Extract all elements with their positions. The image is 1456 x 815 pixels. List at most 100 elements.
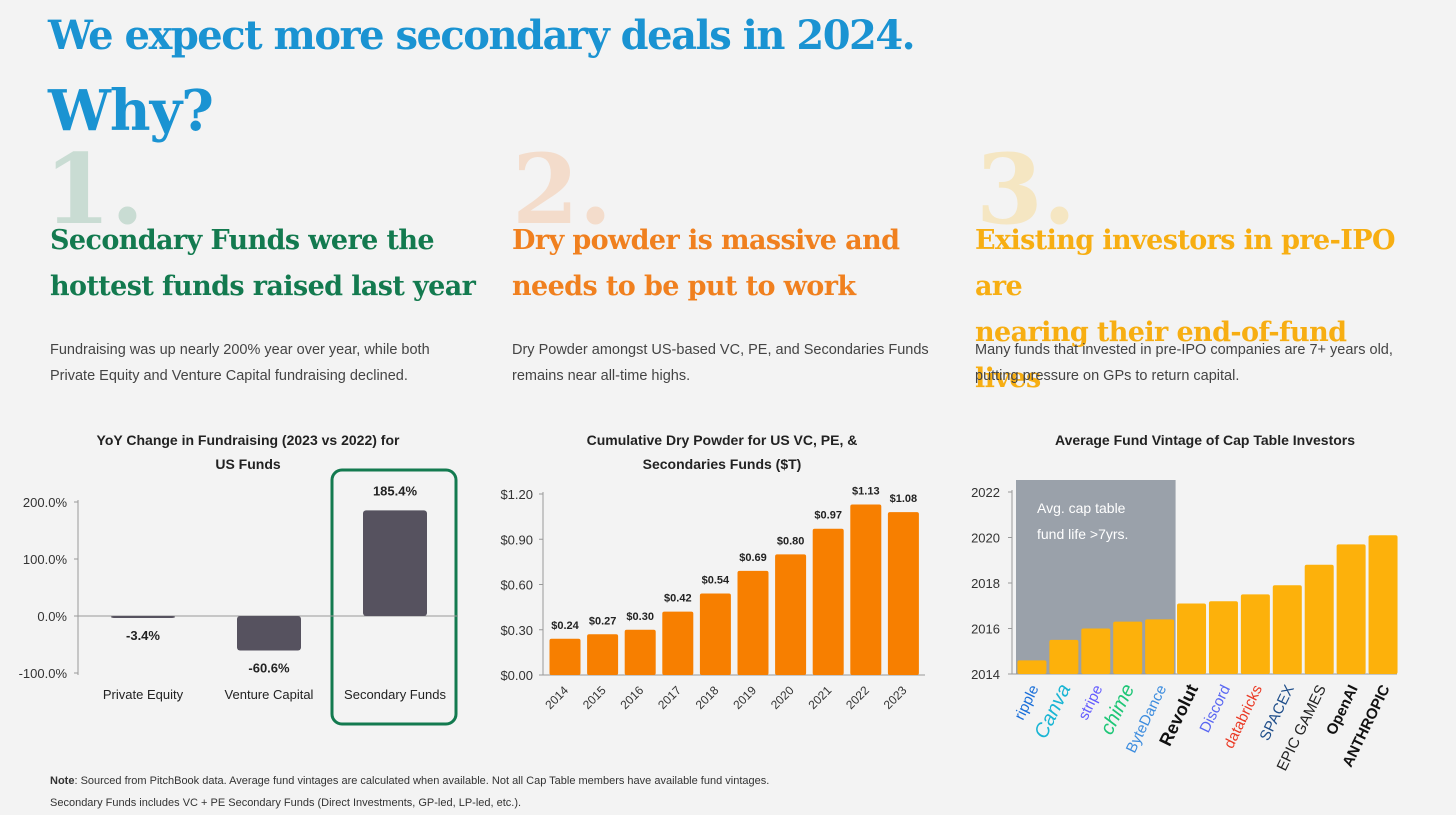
column-3-desc-line2: putting pressure on GPs to return capita… bbox=[975, 368, 1240, 384]
y-tick-label: 2018 bbox=[971, 576, 1000, 591]
annotation-line1: Avg. cap table bbox=[1037, 500, 1126, 516]
chart-3-title: Average Fund Vintage of Cap Table Invest… bbox=[985, 428, 1425, 452]
data-label: $0.69 bbox=[739, 552, 767, 564]
data-label: -3.4% bbox=[126, 628, 160, 643]
data-label: -60.6% bbox=[248, 661, 290, 676]
bar bbox=[549, 638, 581, 675]
bar bbox=[1240, 594, 1270, 674]
data-label: $0.42 bbox=[664, 593, 692, 605]
chart-1-title-line1: YoY Change in Fundraising (2023 vs 2022)… bbox=[96, 432, 400, 448]
x-tick-label: 2018 bbox=[693, 683, 722, 712]
x-tick-label: 2017 bbox=[655, 683, 684, 712]
x-tick-label: Venture Capital bbox=[225, 687, 314, 702]
x-tick-label: 2014 bbox=[542, 683, 571, 712]
chart-2-title-line1: Cumulative Dry Powder for US VC, PE, & bbox=[586, 432, 858, 448]
bar bbox=[1177, 603, 1207, 674]
data-label: $0.27 bbox=[589, 615, 617, 627]
chart-3-title-line1: Average Fund Vintage of Cap Table Invest… bbox=[1054, 432, 1356, 448]
bar bbox=[1272, 585, 1302, 674]
x-tick-label: 2019 bbox=[730, 683, 759, 712]
bar bbox=[662, 611, 694, 675]
y-tick-label: 200.0% bbox=[23, 495, 68, 510]
column-2-desc-line2: remains near all-time highs. bbox=[512, 368, 691, 384]
column-2-description: Dry Powder amongst US-based VC, PE, and … bbox=[512, 337, 952, 389]
x-tick-label: 2020 bbox=[768, 683, 797, 712]
chart-1-title-line2: US Funds bbox=[215, 456, 281, 472]
bar bbox=[1113, 621, 1143, 674]
fund-vintage-chart: Avg. cap table fund life >7yrs. 2022 2020 20… bbox=[971, 480, 1398, 774]
bar bbox=[587, 634, 619, 675]
data-label: $0.30 bbox=[626, 611, 654, 623]
column-1-heading: Secondary Funds were the hottest funds r… bbox=[50, 218, 490, 310]
column-1-heading-line1: Secondary Funds were the bbox=[50, 225, 435, 256]
bar bbox=[237, 616, 301, 651]
data-label: 185.4% bbox=[373, 483, 418, 498]
x-tick-label: Secondary Funds bbox=[344, 687, 446, 702]
column-2-heading: Dry powder is massive and needs to be pu… bbox=[512, 218, 952, 310]
y-tick-label: $0.60 bbox=[500, 578, 533, 593]
footnote-line1: Note: Sourced from PitchBook data. Avera… bbox=[50, 770, 769, 792]
annotation-line2: fund life >7yrs. bbox=[1037, 526, 1128, 542]
bar bbox=[1368, 535, 1398, 674]
bar bbox=[775, 554, 807, 675]
bar bbox=[624, 629, 656, 675]
chart-1-title: YoY Change in Fundraising (2023 vs 2022)… bbox=[28, 428, 468, 476]
column-3-heading-line2: nearing their end-of-fund lives bbox=[975, 317, 1347, 394]
bar bbox=[812, 528, 844, 675]
bar bbox=[1017, 660, 1047, 674]
x-tick-label: 2021 bbox=[806, 683, 835, 712]
y-tick-label: -100.0% bbox=[19, 666, 68, 681]
data-label: $0.54 bbox=[702, 575, 730, 587]
x-tick-label: 2022 bbox=[843, 683, 872, 712]
column-3-number: 3. bbox=[976, 133, 1077, 246]
dry-powder-chart: $1.20 $0.90 $0.60 $0.30 $0.00 $0.24 2014 $0.27 2… bbox=[500, 486, 925, 712]
data-label: $0.97 bbox=[814, 510, 842, 522]
page-subtitle: Why? bbox=[48, 78, 214, 144]
footnote-text: : Sourced from PitchBook data. Average f… bbox=[74, 775, 770, 787]
data-label: $1.08 bbox=[890, 493, 918, 505]
bar bbox=[363, 510, 427, 616]
column-1-desc-line2: Private Equity and Venture Capital fundr… bbox=[50, 368, 408, 384]
data-label: $0.24 bbox=[551, 620, 579, 632]
bar bbox=[737, 570, 769, 675]
page-title: We expect more secondary deals in 2024. bbox=[48, 12, 916, 59]
bar bbox=[699, 593, 731, 675]
bar bbox=[887, 512, 919, 675]
y-tick-label: $1.20 bbox=[500, 487, 533, 502]
y-tick-label: $0.90 bbox=[500, 532, 533, 547]
chart-2-title: Cumulative Dry Powder for US VC, PE, & S… bbox=[502, 428, 942, 476]
highlight-frame bbox=[330, 468, 458, 726]
column-3-heading-line1: Existing investors in pre-IPO are bbox=[975, 225, 1395, 302]
column-2-desc-line1: Dry Powder amongst US-based VC, PE, and … bbox=[512, 342, 929, 358]
y-tick-label: $0.30 bbox=[500, 623, 533, 638]
column-2-number: 2. bbox=[512, 133, 613, 246]
bar bbox=[1081, 628, 1111, 674]
bar bbox=[1145, 619, 1175, 674]
bar bbox=[850, 504, 882, 675]
x-tick-label: 2016 bbox=[618, 683, 647, 712]
y-tick-label: $0.00 bbox=[500, 668, 533, 683]
column-2-heading-line2: needs to be put to work bbox=[512, 271, 856, 302]
column-1-description: Fundraising was up nearly 200% year over… bbox=[50, 337, 490, 389]
y-tick-label: 2020 bbox=[971, 531, 1000, 546]
data-label: $0.80 bbox=[777, 535, 805, 547]
x-tick-label: 2023 bbox=[881, 683, 910, 712]
chart-2-title-line2: Secondaries Funds ($T) bbox=[642, 456, 802, 472]
column-2-heading-line1: Dry powder is massive and bbox=[512, 225, 900, 256]
column-1-heading-line2: hottest funds raised last year bbox=[50, 271, 476, 302]
column-1-desc-line1: Fundraising was up nearly 200% year over… bbox=[50, 342, 430, 358]
bar bbox=[111, 616, 175, 618]
bar bbox=[1336, 544, 1366, 674]
footnote: Note: Sourced from PitchBook data. Avera… bbox=[50, 770, 769, 814]
data-label: $1.13 bbox=[852, 486, 880, 498]
y-tick-label: 0.0% bbox=[37, 609, 67, 624]
x-tick-label: Private Equity bbox=[103, 687, 184, 702]
footnote-label: Note bbox=[50, 775, 75, 787]
y-tick-label: 2014 bbox=[971, 667, 1000, 682]
column-1-number: 1. bbox=[44, 133, 145, 246]
bar bbox=[1304, 564, 1334, 674]
footnote-line2: Secondary Funds includes VC + PE Seconda… bbox=[50, 797, 522, 809]
column-3-desc-line1: Many funds that invested in pre-IPO comp… bbox=[975, 342, 1393, 358]
x-tick-label: 2015 bbox=[580, 683, 609, 712]
bar bbox=[1208, 601, 1238, 674]
